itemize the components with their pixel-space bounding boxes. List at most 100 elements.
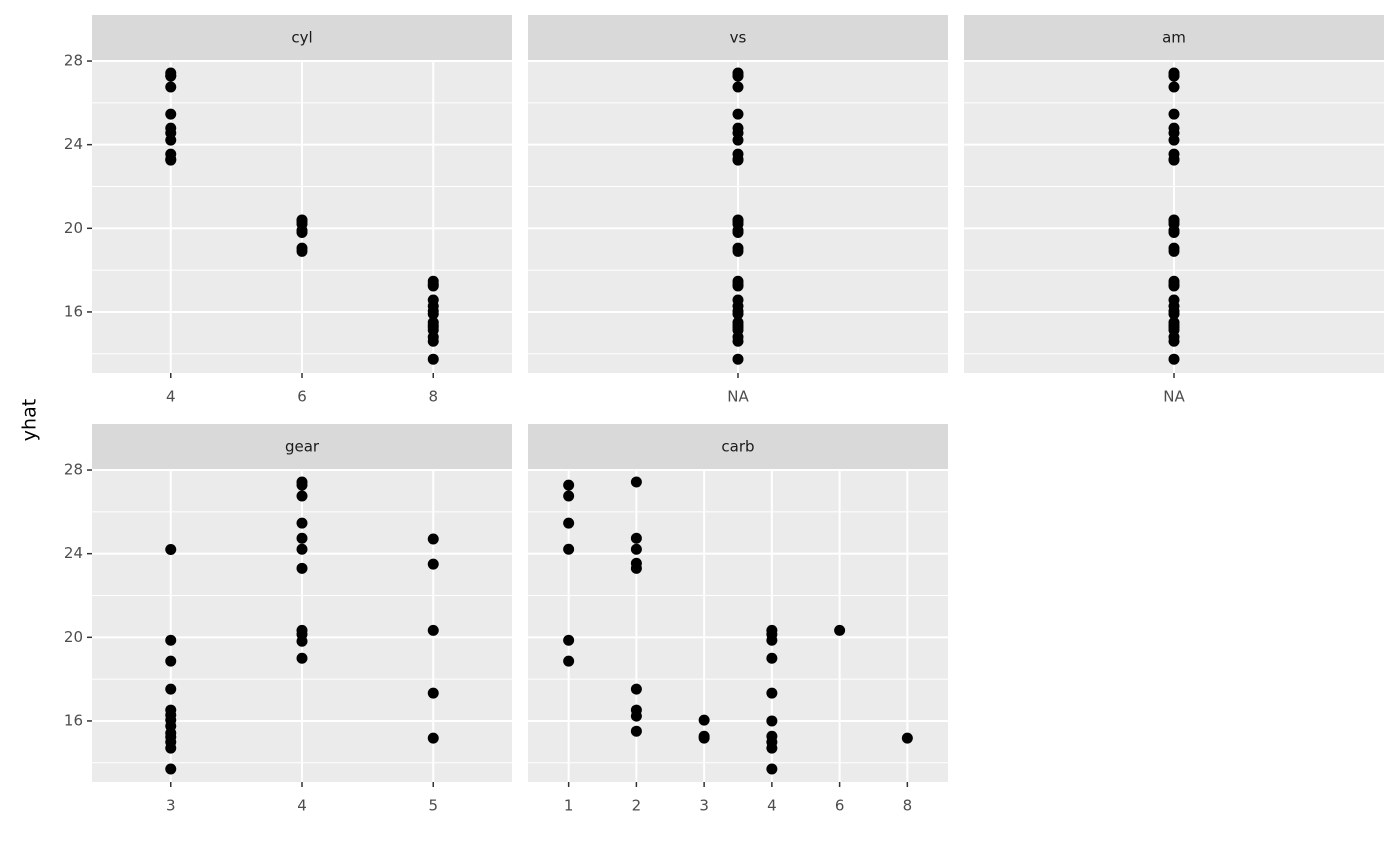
point [563, 490, 575, 502]
x-tick-label: 8 [428, 388, 438, 406]
point [165, 763, 177, 775]
x-tick-label: 3 [166, 797, 176, 815]
point [1168, 353, 1180, 365]
point [732, 335, 744, 347]
point [165, 70, 177, 82]
strip [92, 424, 512, 469]
point [563, 479, 575, 491]
point [630, 532, 642, 544]
point [165, 134, 177, 146]
point [165, 683, 177, 695]
point [563, 517, 575, 529]
y-tick-label: 20 [64, 628, 83, 646]
point [766, 742, 778, 754]
y-tick-label: 24 [64, 544, 83, 562]
point [1168, 308, 1180, 320]
y-tick-label: 16 [64, 711, 83, 729]
point [1168, 81, 1180, 93]
x-tick-label: 6 [297, 388, 307, 406]
point [1168, 108, 1180, 120]
point [1168, 226, 1180, 238]
x-tick-label: 2 [632, 797, 642, 815]
y-tick-label: 24 [64, 135, 83, 153]
x-tick-label: 4 [166, 388, 176, 406]
point [766, 652, 778, 664]
point [563, 655, 575, 667]
strip-title: am [1162, 29, 1186, 47]
point [563, 634, 575, 646]
point [296, 490, 308, 502]
strip-title: gear [285, 438, 320, 456]
point [427, 308, 439, 320]
point [732, 245, 744, 257]
strip [92, 15, 512, 60]
point [630, 476, 642, 488]
point [630, 683, 642, 695]
point [766, 687, 778, 699]
point [165, 154, 177, 166]
y-axis-title: yhat [19, 399, 41, 441]
point [1168, 70, 1180, 82]
point [296, 652, 308, 664]
point [427, 624, 439, 636]
point [630, 725, 642, 737]
point [732, 308, 744, 320]
point [732, 134, 744, 146]
point [296, 532, 308, 544]
point [732, 280, 744, 292]
point [766, 763, 778, 775]
point [630, 543, 642, 555]
point [427, 732, 439, 744]
strip-title: cyl [291, 29, 312, 47]
point [732, 353, 744, 365]
strip-title: vs [730, 29, 747, 47]
point [165, 108, 177, 120]
point [732, 81, 744, 93]
point [1168, 335, 1180, 347]
panel [528, 469, 948, 782]
point [901, 732, 913, 744]
point [732, 70, 744, 82]
point [296, 635, 308, 647]
strip [964, 15, 1384, 60]
point [834, 624, 846, 636]
point [427, 280, 439, 292]
point [427, 558, 439, 570]
strip [528, 15, 948, 60]
y-tick-label: 20 [64, 219, 83, 237]
y-tick-label: 28 [64, 461, 83, 479]
point [630, 710, 642, 722]
x-tick-label: NA [727, 388, 749, 406]
point [1168, 154, 1180, 166]
x-tick-label: NA [1163, 388, 1185, 406]
point [165, 543, 177, 555]
point [1168, 280, 1180, 292]
point [296, 517, 308, 529]
point [427, 687, 439, 699]
x-tick-label: 3 [699, 797, 709, 815]
point [296, 226, 308, 238]
point [698, 714, 710, 726]
x-tick-label: 1 [564, 797, 574, 815]
point [427, 533, 439, 545]
point [165, 742, 177, 754]
point [165, 655, 177, 667]
x-tick-label: 4 [767, 797, 777, 815]
point [296, 245, 308, 257]
point [427, 335, 439, 347]
x-tick-label: 5 [428, 797, 438, 815]
point [732, 226, 744, 238]
point [732, 154, 744, 166]
point [766, 715, 778, 727]
point [296, 543, 308, 555]
point [698, 732, 710, 744]
x-tick-label: 6 [835, 797, 845, 815]
point [1168, 134, 1180, 146]
y-tick-label: 16 [64, 302, 83, 320]
point [165, 81, 177, 93]
point [766, 634, 778, 646]
y-tick-label: 28 [64, 52, 83, 70]
point [165, 634, 177, 646]
x-tick-label: 4 [297, 797, 307, 815]
